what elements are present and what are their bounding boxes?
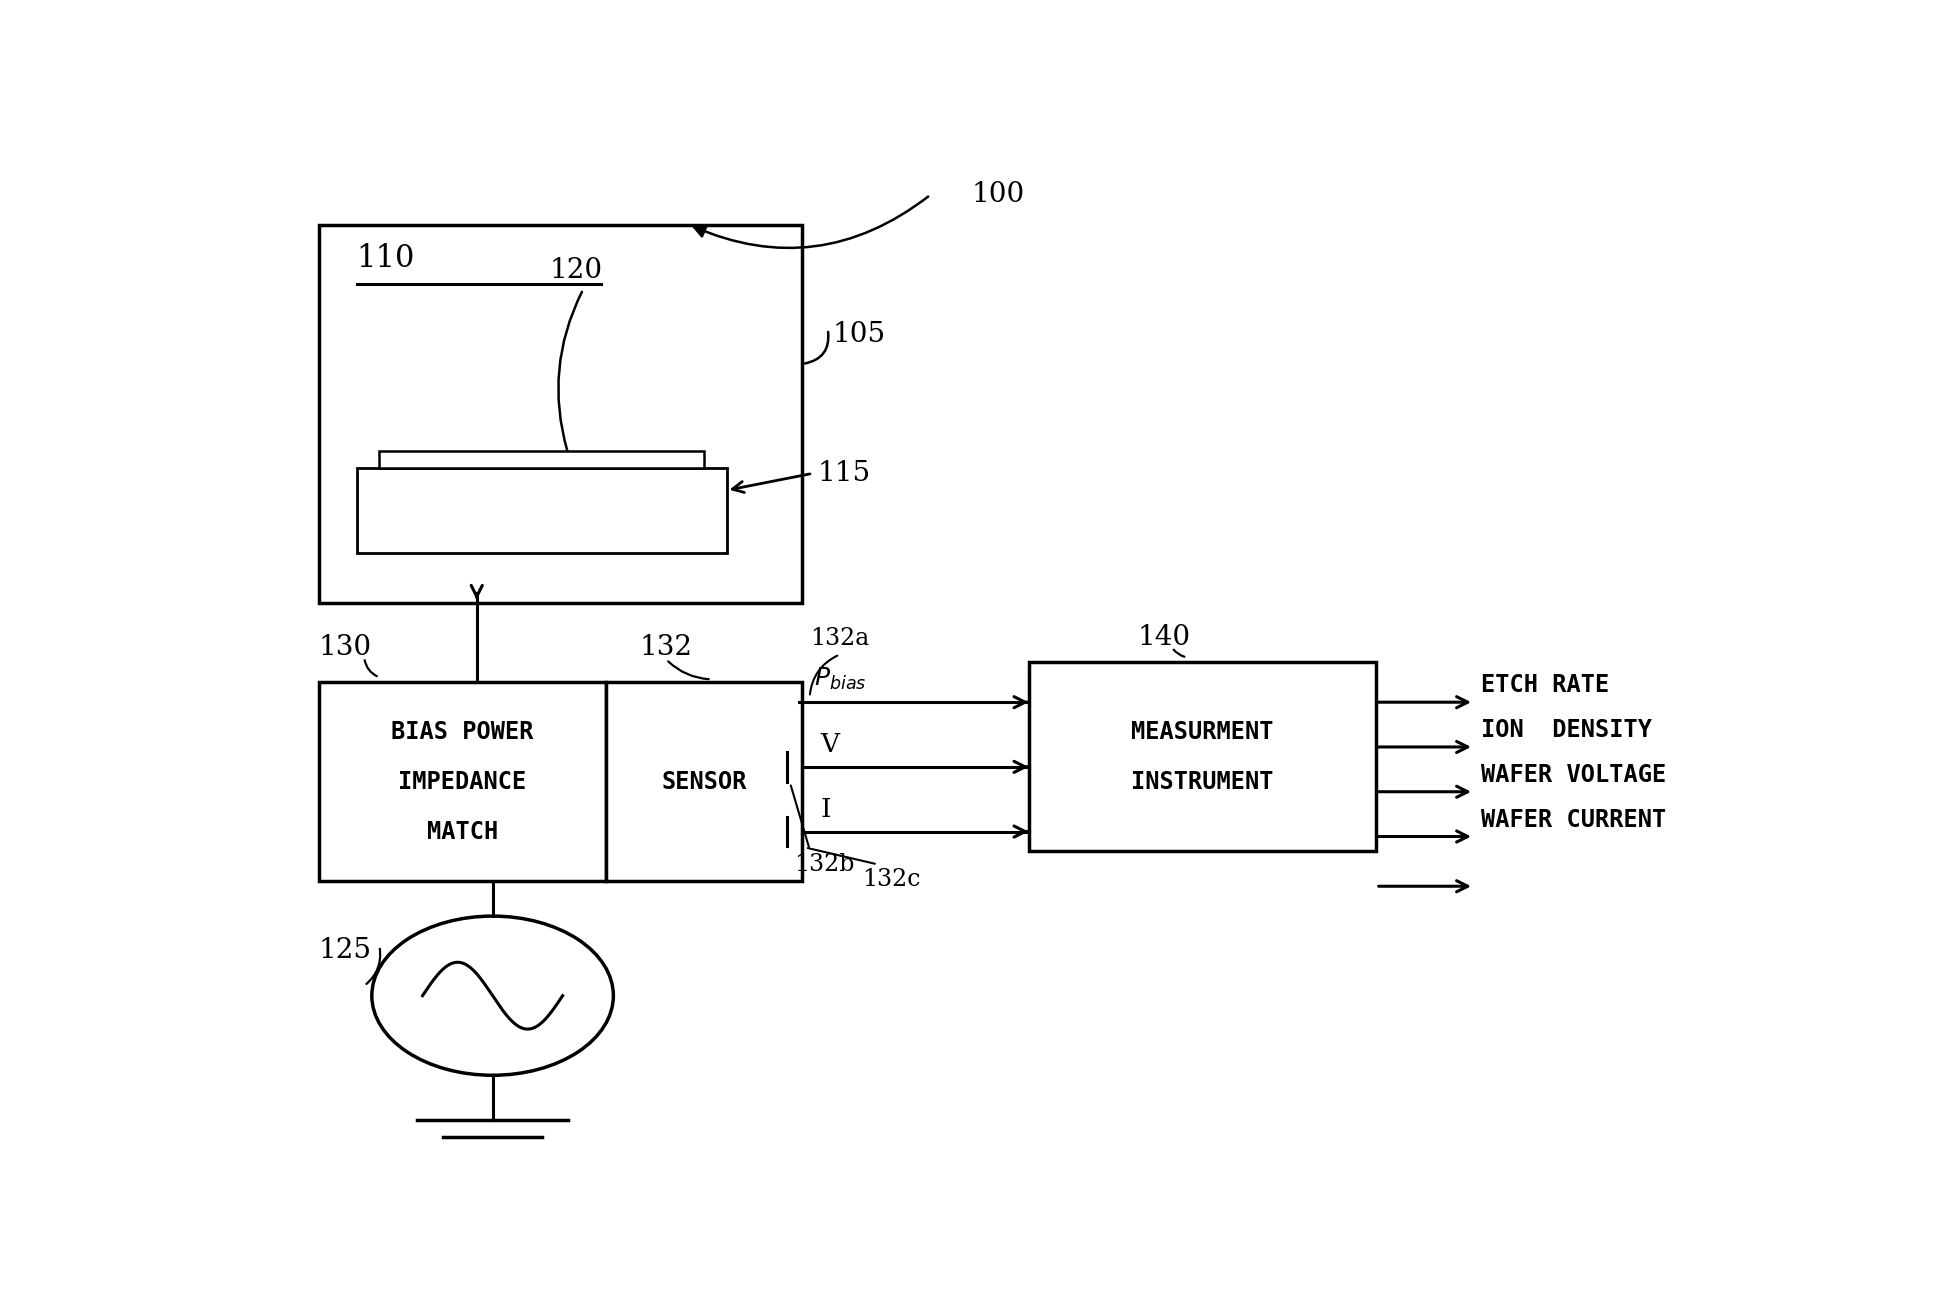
Text: BIAS POWER: BIAS POWER: [392, 720, 534, 744]
Text: MATCH: MATCH: [427, 819, 499, 844]
FancyArrowPatch shape: [810, 655, 838, 695]
Text: 110: 110: [356, 243, 415, 274]
Text: 125: 125: [319, 938, 372, 964]
Bar: [606, 682, 803, 881]
Text: 105: 105: [832, 320, 886, 348]
Text: 100: 100: [972, 181, 1025, 208]
Text: 132c: 132c: [863, 868, 921, 891]
Text: 130: 130: [319, 634, 372, 662]
Bar: [1029, 663, 1375, 851]
Text: 132: 132: [639, 634, 693, 662]
Text: V: V: [820, 733, 840, 757]
Text: 115: 115: [818, 460, 871, 487]
Text: $P_{bias}$: $P_{bias}$: [814, 667, 867, 693]
Text: SENSOR: SENSOR: [660, 770, 746, 793]
Bar: [356, 469, 727, 553]
FancyArrowPatch shape: [808, 848, 875, 864]
FancyArrowPatch shape: [1173, 650, 1184, 656]
Text: WAFER VOLTAGE: WAFER VOLTAGE: [1480, 762, 1667, 787]
Text: 132b: 132b: [795, 854, 855, 876]
Bar: [319, 682, 606, 881]
Text: IMPEDANCE: IMPEDANCE: [397, 770, 526, 793]
Text: 140: 140: [1138, 624, 1190, 651]
FancyArrowPatch shape: [364, 660, 376, 676]
Text: ION  DENSITY: ION DENSITY: [1480, 718, 1652, 742]
Text: INSTRUMENT: INSTRUMENT: [1132, 770, 1274, 793]
Bar: [319, 225, 803, 602]
Text: 132a: 132a: [810, 628, 869, 650]
Text: ETCH RATE: ETCH RATE: [1480, 673, 1609, 698]
FancyArrowPatch shape: [805, 332, 828, 363]
Text: I: I: [820, 797, 830, 822]
Text: 120: 120: [549, 257, 602, 284]
Text: MEASURMENT: MEASURMENT: [1132, 720, 1274, 744]
FancyArrowPatch shape: [559, 292, 582, 451]
Text: WAFER CURRENT: WAFER CURRENT: [1480, 808, 1667, 832]
Bar: [380, 451, 703, 469]
FancyArrowPatch shape: [366, 948, 380, 985]
FancyArrowPatch shape: [791, 786, 808, 846]
FancyArrowPatch shape: [668, 662, 709, 680]
FancyArrowPatch shape: [693, 196, 927, 248]
